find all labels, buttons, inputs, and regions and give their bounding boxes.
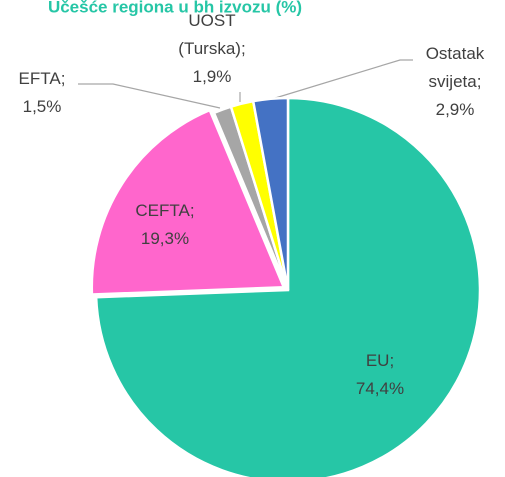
category-label: Ostatak [426,44,485,63]
leader-line [271,59,413,100]
data-label: UOST (Turska); 1,9% [178,11,245,86]
label-separator: ; [61,69,66,88]
leader-line [78,83,221,109]
category-label: CEFTA [135,201,190,220]
value-label: 74,4% [356,379,404,398]
label-line: Ostatak [426,44,485,63]
label-separator: ; [477,72,482,91]
data-label: EFTA; 1,5% [19,69,66,116]
category-label: (Turska) [178,39,241,58]
data-label: CEFTA; 19,3% [135,201,194,248]
pie-slice [251,96,290,291]
label-line: EFTA; [19,69,66,88]
value-label: 19,3% [141,229,189,248]
pie-slice [90,108,286,296]
category-label: EFTA [19,69,62,88]
category-label: svijeta [429,72,478,91]
value-label: 1,9% [193,67,232,86]
label-line: UOST [188,11,235,30]
label-line: (Turska); [178,39,245,58]
category-label: UOST [188,11,235,30]
label-separator: ; [389,351,394,370]
label-separator: ; [190,201,195,220]
label-separator: ; [241,39,246,58]
data-label: Ostatak svijeta; 2,9% [426,44,485,119]
label-line: CEFTA; [135,201,194,220]
category-label: EU [366,351,390,370]
value-label: 1,5% [23,97,62,116]
chart-title: Učešće regiona u bh izvozu (%) [48,0,302,16]
label-line: EU; [366,351,394,370]
data-label: EU; 74,4% [356,351,404,398]
value-label: 2,9% [436,100,475,119]
label-line: svijeta; [429,72,482,91]
